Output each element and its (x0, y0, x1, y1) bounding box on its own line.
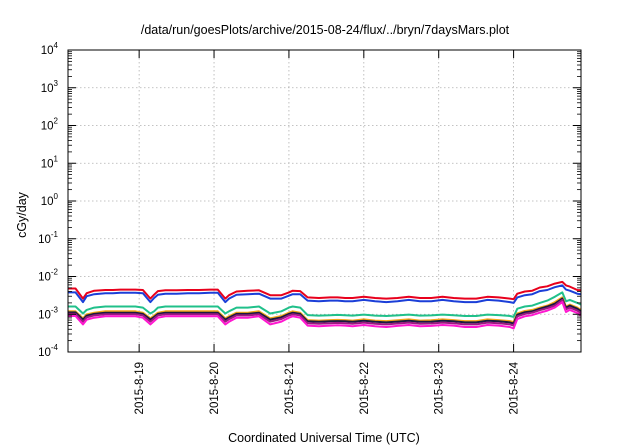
y-tick-label: 100 (41, 192, 59, 208)
x-tick-label: 2015-8-22 (359, 362, 371, 414)
y-tick-label: 102 (41, 117, 59, 133)
series-layer (68, 280, 582, 330)
y-tick-label: 10-1 (38, 230, 58, 246)
series-line-3 (68, 291, 582, 318)
x-tick-labels: 2015-8-19 2015-8-20 2015-8-21 2015-8-22 2015… (134, 361, 520, 414)
x-tick-label: 2015-8-24 (509, 361, 521, 414)
chart-title: /data/run/goesPlots/archive/2015-08-24/f… (141, 23, 510, 37)
series-line-6 (68, 298, 582, 327)
y-tick-label: 10-3 (38, 305, 58, 321)
y-tick-label: 10-4 (38, 343, 58, 359)
y-tick-label: 103 (41, 79, 59, 95)
y-tick-labels: 10-4 10-3 10-2 10-1 100 101 102 103 104 (38, 41, 58, 359)
series-line-2 (68, 284, 582, 304)
y-tick-label: 10-2 (38, 268, 58, 284)
x-tick-label: 2015-8-23 (434, 362, 446, 414)
x-tick-label: 2015-8-20 (209, 362, 221, 414)
x-axis-label: Coordinated Universal Time (UTC) (228, 431, 420, 445)
ticks (68, 49, 581, 353)
y-axis-label: cGy/day (15, 191, 29, 238)
x-tick-label: 2015-8-19 (134, 362, 146, 414)
y-tick-label: 104 (41, 41, 59, 57)
series-line-1 (68, 280, 582, 301)
series-line-7 (68, 301, 582, 330)
y-tick-label: 101 (41, 154, 59, 170)
x-tick-label: 2015-8-21 (284, 362, 296, 414)
grid (68, 50, 581, 352)
